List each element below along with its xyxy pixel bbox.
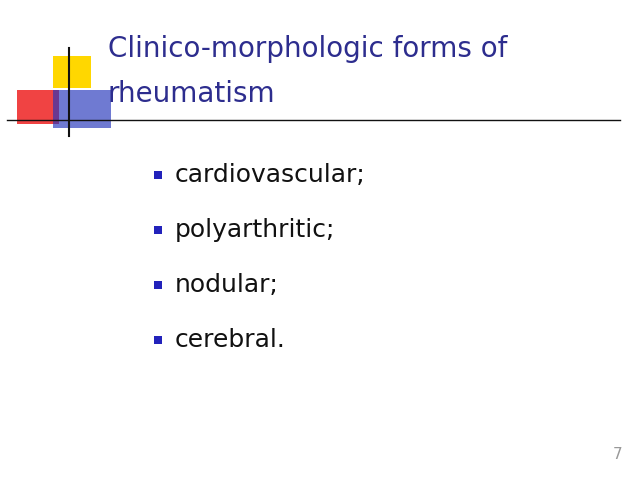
Bar [154, 171, 162, 179]
Bar [53, 90, 111, 128]
Bar [17, 90, 59, 124]
Text: polyarthritic;: polyarthritic; [175, 218, 335, 242]
Bar [154, 336, 162, 344]
Text: Clinico-morphologic forms of: Clinico-morphologic forms of [108, 35, 508, 63]
Text: rheumatism: rheumatism [108, 80, 276, 108]
Text: nodular;: nodular; [175, 273, 279, 297]
Text: cerebral.: cerebral. [175, 328, 286, 352]
Text: cardiovascular;: cardiovascular; [175, 163, 365, 187]
Bar [154, 226, 162, 234]
Bar [53, 56, 91, 88]
Text: 7: 7 [612, 447, 622, 462]
Bar [154, 281, 162, 289]
